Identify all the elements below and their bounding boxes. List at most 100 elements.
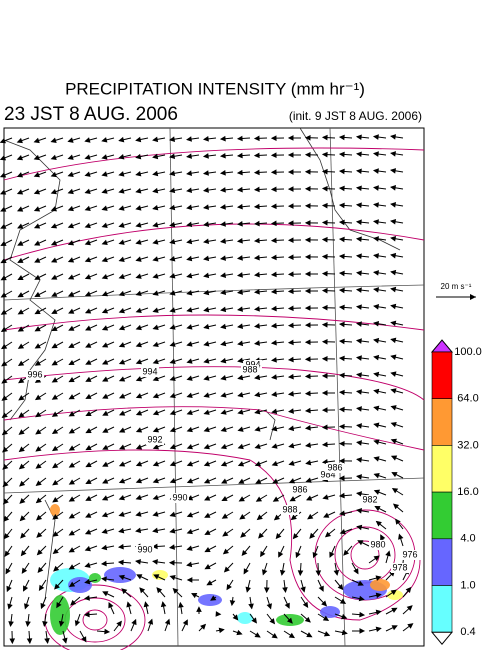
wind-arrowhead (355, 168, 362, 175)
wind-arrowhead (135, 559, 142, 565)
wind-arrowhead (237, 391, 244, 398)
wind-arrowhead (220, 426, 227, 432)
wind-arrowhead (356, 524, 363, 531)
rain-area (50, 595, 70, 635)
wind-arrowhead (2, 463, 9, 470)
wind-arrowhead (390, 185, 397, 191)
wind-arrowhead (255, 496, 263, 502)
wind-arrowhead (304, 237, 311, 243)
wind-arrowhead (253, 323, 260, 329)
wind-arrowhead (2, 498, 9, 505)
wind-arrowhead (151, 543, 158, 550)
wind-arrowhead (321, 407, 328, 413)
wind-arrowhead (358, 595, 365, 602)
wind-arrowhead (203, 461, 211, 467)
colorbar-segment (431, 585, 453, 633)
wind-arrowhead (203, 426, 210, 433)
wind-arrowhead (186, 392, 193, 398)
wind-arrowhead (85, 359, 92, 365)
colorbar-label: 100.0 (454, 346, 482, 358)
wind-arrowhead (169, 290, 176, 296)
wind-arrowhead (100, 576, 107, 582)
wind-arrowhead (390, 269, 397, 276)
wind-arrowhead (152, 239, 159, 245)
wind-arrowhead (118, 273, 125, 280)
colorbar-label: 16.0 (457, 486, 478, 498)
isobar-label-bg (361, 495, 379, 505)
wind-arrowhead (375, 520, 382, 527)
wind-arrowhead (102, 461, 109, 467)
wind-arrowhead (34, 309, 41, 315)
wind-arrowhead (220, 375, 227, 381)
wind-arrowhead (152, 256, 159, 262)
rain-area (104, 567, 136, 583)
wind-arrowhead (81, 636, 87, 643)
wind-arrowhead (147, 618, 154, 625)
wind-arrowhead (35, 411, 42, 418)
wind-arrowhead (338, 458, 345, 464)
wind-arrowhead (152, 494, 159, 501)
wind-arrowhead (152, 477, 159, 484)
wind-arrowhead (356, 474, 362, 480)
wind-arrowhead (118, 239, 125, 245)
wind-arrowhead (17, 343, 25, 349)
wind-arrowhead (232, 614, 239, 621)
wind-arrowhead (68, 342, 75, 348)
wind-arrowhead (304, 134, 311, 141)
wind-arrowhead (169, 528, 176, 534)
wind-arrowhead (85, 478, 92, 484)
isobar-label: 996 (27, 369, 42, 379)
wind-arrowhead (304, 271, 311, 277)
wind-arrowhead (169, 238, 176, 245)
wind-arrowhead (240, 531, 247, 538)
wind-arrowhead (54, 583, 60, 590)
wind-arrowhead (356, 508, 363, 514)
isobar-label-bg (326, 463, 344, 473)
wind-arrowhead (273, 514, 281, 521)
wind-arrowhead (84, 137, 91, 143)
isobar-label-bg (141, 367, 159, 377)
wind-arrowhead (269, 618, 276, 625)
wind-arrowhead (70, 599, 77, 606)
wind-arrowhead (304, 407, 311, 414)
wind-arrowhead (117, 543, 124, 550)
wind-arrowhead (8, 621, 14, 628)
wind-arrowhead (0, 172, 7, 178)
wind-arrowhead (288, 408, 294, 414)
wind-arrowhead (101, 528, 108, 534)
wind-arrowhead (135, 393, 143, 399)
wind-arrowhead (102, 393, 109, 399)
wind-arrowhead (322, 615, 330, 621)
wind-arrowhead (391, 625, 398, 631)
wind-arrowhead (305, 459, 312, 466)
wind-arrowhead (304, 373, 311, 380)
wind-arrowhead (321, 168, 328, 175)
wind-arrowhead (220, 289, 227, 296)
vector-legend-arrowhead (470, 294, 476, 300)
wind-arrowhead (101, 205, 108, 211)
wind-arrowhead (321, 390, 328, 396)
wind-arrowhead (169, 575, 176, 581)
wind-arrowhead (68, 377, 75, 383)
wind-arrowhead (237, 289, 243, 295)
wind-arrowhead (135, 444, 143, 450)
wind-arrowhead (169, 358, 176, 364)
wind-arrowhead (254, 408, 261, 415)
wind-arrowhead (50, 257, 58, 263)
wind-arrowhead (34, 240, 41, 246)
wind-arrowhead (297, 570, 304, 577)
wind-arrowhead (85, 410, 92, 417)
wind-arrowhead (0, 309, 8, 315)
wind-arrowhead (220, 392, 227, 398)
wind-arrowhead (339, 510, 346, 517)
wind-arrowhead (169, 256, 176, 262)
wind-arrowhead (169, 511, 176, 517)
wind-arrowhead (373, 489, 381, 495)
wind-arrowhead (219, 204, 226, 210)
wind-arrowhead (338, 219, 345, 226)
wind-arrowhead (338, 304, 345, 311)
wind-arrowhead (339, 528, 346, 535)
wind-arrowhead (200, 623, 207, 630)
colorbar-segment (431, 491, 453, 540)
wind-arrowhead (355, 270, 362, 276)
